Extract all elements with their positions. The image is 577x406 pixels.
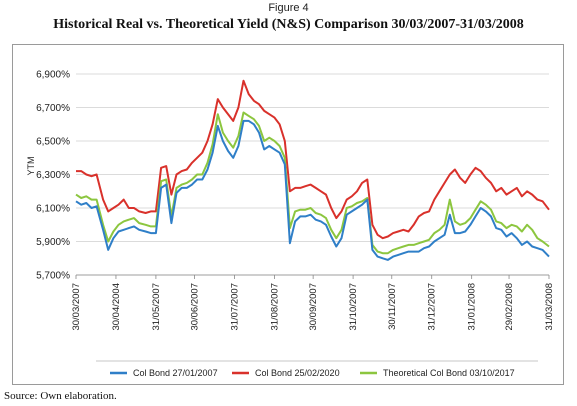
x-tick-label: 31/05/2007 <box>151 283 162 331</box>
series-lines <box>75 79 550 261</box>
x-tick-label: 31/03/2008 <box>544 283 555 331</box>
y-tick-label: 5,900% <box>36 237 70 248</box>
figure-label: Figure 4 <box>268 2 309 14</box>
x-tick-label: 30/04/2004 <box>111 283 122 331</box>
x-tick-label: 30/09/2007 <box>308 283 319 331</box>
source-note: Source: Own elaboration. <box>4 390 117 402</box>
x-tick-label: 30/03/2007 <box>71 283 82 331</box>
x-tick-label: 31/08/2007 <box>269 283 280 331</box>
y-axis-title: YTM <box>26 157 36 176</box>
series-line <box>75 119 550 261</box>
y-tick-label: 6,100% <box>36 204 70 215</box>
x-tick-label: 31/10/2007 <box>348 283 359 331</box>
legend-label: Col Bond 27/01/2007 <box>133 368 218 378</box>
x-tick-label: 31/07/2007 <box>230 283 241 331</box>
series-line <box>76 79 550 240</box>
legend-label: Theoretical Col Bond 03/10/2017 <box>383 368 515 378</box>
y-tick-label: 6,900% <box>36 70 70 81</box>
legend-label: Col Bond 25/02/2020 <box>255 368 340 378</box>
y-tick-label: 6,300% <box>36 170 70 181</box>
y-tick-label: 6,500% <box>36 137 70 148</box>
x-tick-label: 31/01/2008 <box>467 283 478 331</box>
chart-title: Historical Real vs. Theoretical Yield (N… <box>53 17 524 32</box>
x-tick-label: 29/02/2008 <box>504 283 515 331</box>
x-tick-label: 30/06/2007 <box>190 283 201 331</box>
x-axis: 30/03/2007 30/04/2004 31/05/2007 30/06/2007… <box>71 274 555 331</box>
y-tick-label: 6,700% <box>36 103 70 114</box>
x-tick-label: 30/11/2007 <box>387 283 398 330</box>
y-axis-ticks: 5,700% 5,900% 6,100% 6,300% 6,500% 6,700% 6,90… <box>36 70 70 282</box>
gridlines <box>76 73 549 276</box>
y-tick-label: 5,700% <box>36 271 70 282</box>
legend: Col Bond 27/01/2007 Col Bond 25/02/2020 Th… <box>96 360 538 378</box>
x-tick-label: 31/12/2007 <box>427 283 438 331</box>
